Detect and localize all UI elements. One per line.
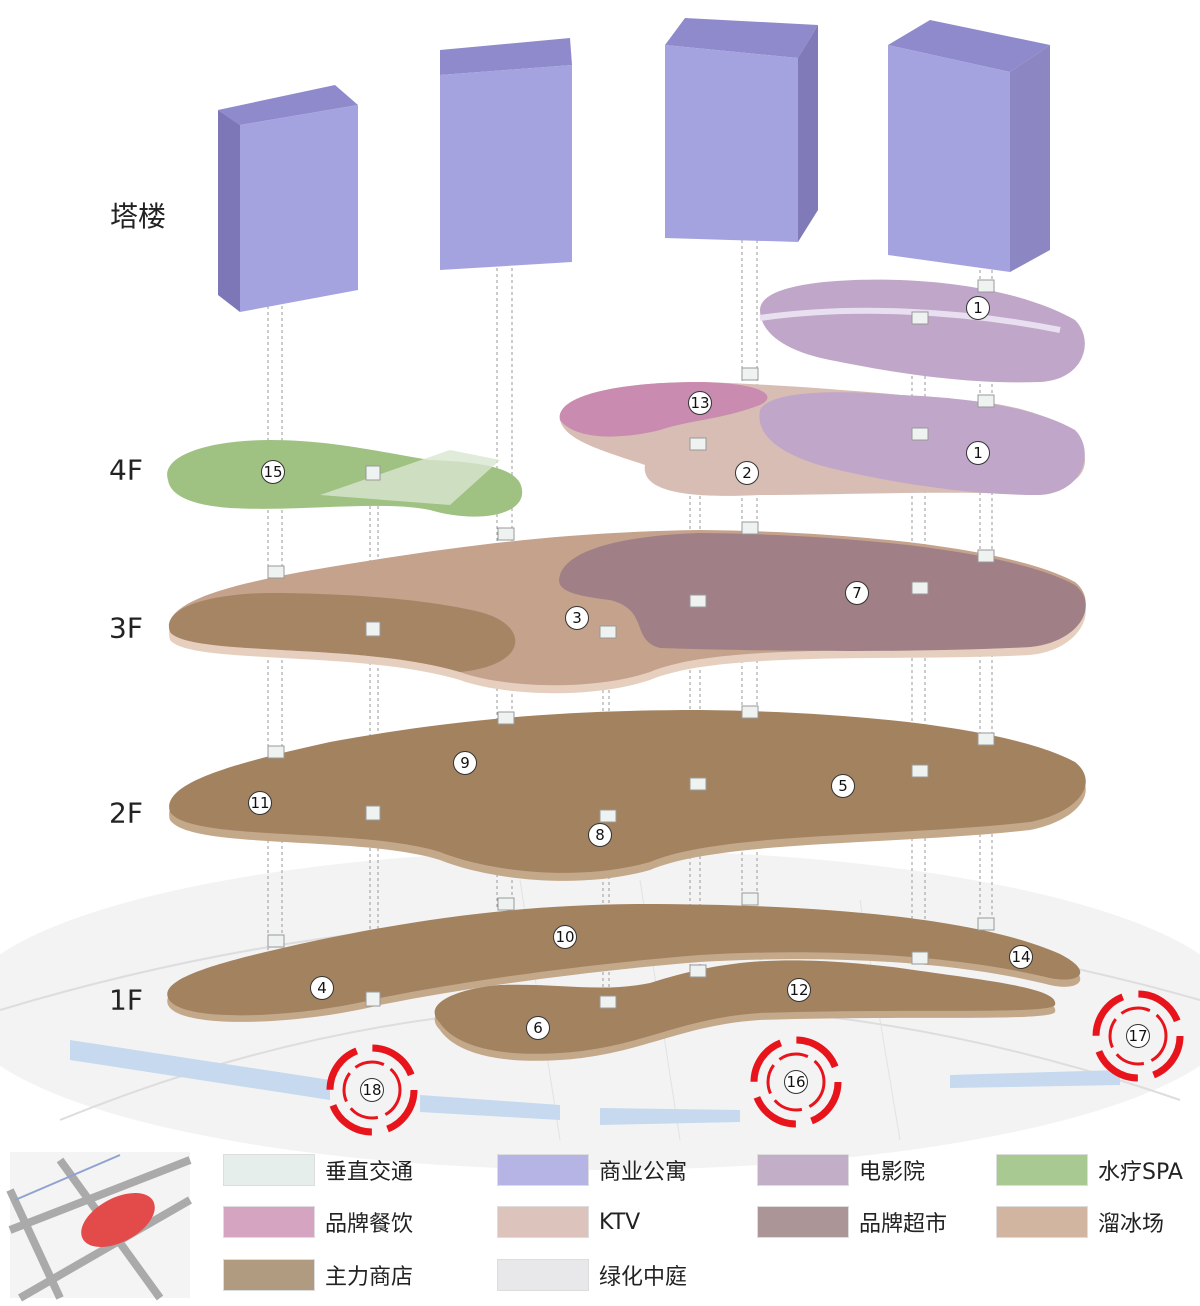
legend-label: KTV xyxy=(599,1209,641,1235)
zone-marker: 13 xyxy=(688,391,712,415)
zone-marker: 11 xyxy=(248,791,272,815)
zone-marker: 5 xyxy=(831,774,855,798)
legend-item: 垂直交通 xyxy=(223,1154,413,1186)
zone-marker: 1 xyxy=(966,296,990,320)
legend-swatch xyxy=(996,1206,1088,1238)
zone-marker: 15 xyxy=(261,460,285,484)
legend-label: 主力商店 xyxy=(325,1265,414,1290)
floor-1f xyxy=(167,904,1081,1061)
legend-swatch xyxy=(223,1154,315,1186)
legend-label: 商业公寓 xyxy=(599,1160,688,1185)
legend-label: 电影院 xyxy=(859,1160,926,1185)
legend-label: 垂直交通 xyxy=(325,1160,414,1185)
legend-swatch xyxy=(497,1154,589,1186)
legend-item: 绿化中庭 xyxy=(497,1259,687,1291)
legend-swatch xyxy=(996,1154,1088,1186)
legend-swatch xyxy=(223,1206,315,1238)
legend-swatch xyxy=(757,1154,849,1186)
entrance-marker: 18 xyxy=(360,1078,384,1102)
legend-item: 品牌超市 xyxy=(757,1206,947,1238)
zone-marker: 7 xyxy=(845,581,869,605)
zone-marker: 8 xyxy=(588,823,612,847)
zone-marker: 14 xyxy=(1009,945,1033,969)
site-key-map xyxy=(6,1152,192,1302)
entrance-target-16 xyxy=(750,1036,842,1128)
entrance-marker: 17 xyxy=(1126,1024,1150,1048)
floor-label-3f: 3F xyxy=(109,611,143,645)
floor-label-1f: 1F xyxy=(109,983,143,1017)
legend-label: 水疗SPA xyxy=(1098,1160,1183,1185)
legend-swatch xyxy=(223,1259,315,1291)
legend-item: 主力商店 xyxy=(223,1259,413,1291)
entrance-target-17 xyxy=(1092,990,1184,1082)
zone-marker: 3 xyxy=(565,606,589,630)
legend-label: 品牌餐饮 xyxy=(325,1212,414,1237)
floor-4f xyxy=(167,279,1085,517)
legend-item: 溜冰场 xyxy=(996,1206,1164,1238)
legend-item: 水疗SPA xyxy=(996,1154,1183,1186)
legend-label: 溜冰场 xyxy=(1098,1212,1165,1237)
legend-label: 品牌超市 xyxy=(859,1212,948,1237)
zone-marker: 6 xyxy=(526,1016,550,1040)
floor-2f xyxy=(169,710,1086,881)
zone-marker: 10 xyxy=(553,925,577,949)
zone-marker: 4 xyxy=(310,976,334,1000)
legend-item: 电影院 xyxy=(757,1154,925,1186)
entrance-marker: 16 xyxy=(784,1070,808,1094)
entrance-target-18 xyxy=(326,1044,418,1136)
floor-3f xyxy=(168,530,1086,694)
zone-marker: 12 xyxy=(787,978,811,1002)
entrance-markers xyxy=(326,990,1184,1136)
legend-swatch xyxy=(757,1206,849,1238)
legend-swatch xyxy=(497,1259,589,1291)
floor-label-tower: 塔楼 xyxy=(109,200,167,233)
zone-marker: 1 xyxy=(966,441,990,465)
legend-swatch xyxy=(497,1206,589,1238)
floor-label-4f: 4F xyxy=(109,453,143,487)
legend-item: KTV xyxy=(497,1206,640,1238)
zone-marker: 2 xyxy=(735,461,759,485)
legend-item: 商业公寓 xyxy=(497,1154,687,1186)
vertical-circulation-cores xyxy=(267,279,995,1009)
legend-item: 品牌餐饮 xyxy=(223,1206,413,1238)
towers xyxy=(218,18,1050,312)
legend-label: 绿化中庭 xyxy=(599,1265,688,1290)
floor-label-2f: 2F xyxy=(109,796,143,830)
zone-marker: 9 xyxy=(453,751,477,775)
